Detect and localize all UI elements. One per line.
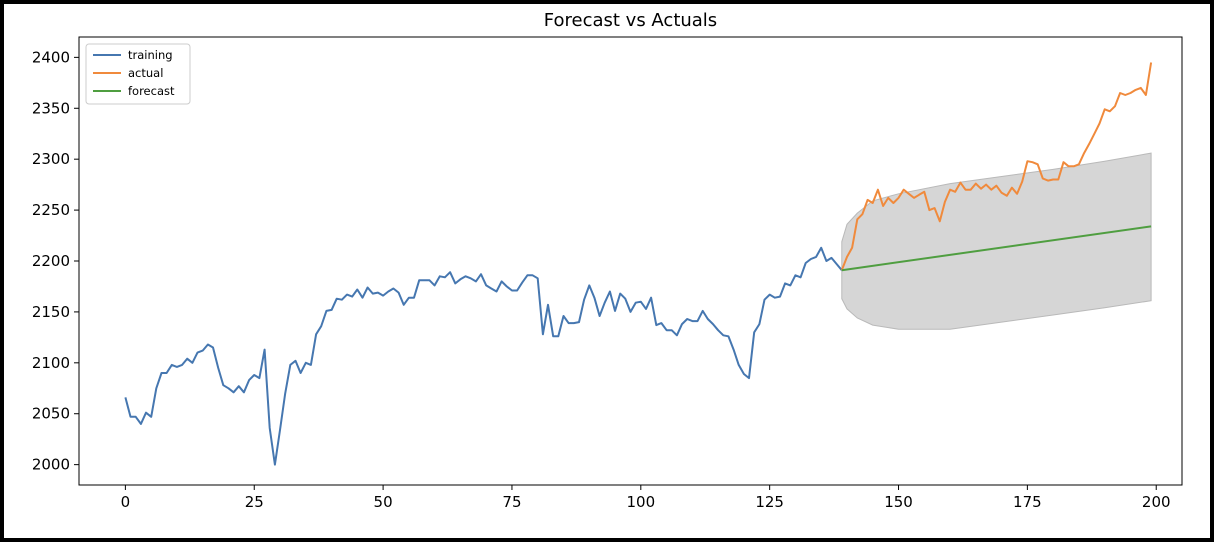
y-tick-label: 2300 [32,150,70,168]
chart-title: Forecast vs Actuals [544,10,717,31]
x-tick-label: 150 [884,493,913,511]
legend-label-training: training [128,48,173,62]
y-tick-label: 2100 [32,354,70,372]
confidence-band-layer [841,152,1152,330]
x-tick-label: 125 [755,493,784,511]
x-axis: 0 25 50 75 100 125 150 175 200 [121,485,1171,511]
legend-label-forecast: forecast [128,84,175,98]
legend-label-actual: actual [128,66,163,80]
series-layer [124,62,1153,466]
x-tick-label: 100 [626,493,655,511]
x-tick-label: 175 [1013,493,1042,511]
x-tick-label: 50 [374,493,393,511]
y-tick-label: 2350 [32,99,70,117]
x-tick-label: 0 [121,493,131,511]
training-line [124,246,843,466]
y-tick-label: 2050 [32,405,70,423]
legend-items: training actual forecast [93,48,175,98]
y-tick-label: 2150 [32,303,70,321]
y-tick-label: 2000 [32,456,70,474]
actual-line [840,62,1153,271]
y-tick-label: 2200 [32,252,70,270]
forecast-line [841,225,1152,272]
x-tick-label: 200 [1142,493,1171,511]
confidence-band [841,152,1152,330]
legend-box [85,43,191,105]
y-tick-label: 2400 [32,48,70,66]
x-tick-label: 25 [245,493,264,511]
x-tick-label: 75 [502,493,521,511]
legend: training actual forecast [85,43,191,105]
y-tick-label: 2250 [32,201,70,219]
y-axis: 2000 2050 2100 2150 2200 2250 2300 2350 2400 [32,48,79,474]
